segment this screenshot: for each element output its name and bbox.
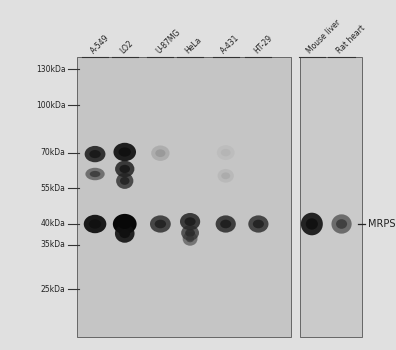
Text: A-549: A-549 [89, 33, 111, 55]
Text: 35kDa: 35kDa [40, 240, 65, 249]
Ellipse shape [301, 213, 323, 235]
Ellipse shape [217, 169, 234, 183]
Ellipse shape [89, 219, 101, 229]
Ellipse shape [181, 225, 199, 241]
Text: 70kDa: 70kDa [40, 148, 65, 157]
Bar [77, 57, 291, 337]
Ellipse shape [114, 143, 136, 161]
Ellipse shape [220, 220, 231, 228]
Ellipse shape [84, 215, 106, 233]
Ellipse shape [118, 219, 131, 229]
Text: 130kDa: 130kDa [36, 65, 65, 74]
Text: A-431: A-431 [219, 33, 242, 55]
Ellipse shape [120, 165, 130, 173]
Ellipse shape [217, 145, 234, 160]
Ellipse shape [115, 224, 135, 243]
Ellipse shape [150, 215, 171, 233]
Text: 40kDa: 40kDa [40, 219, 65, 229]
Ellipse shape [221, 173, 230, 179]
Ellipse shape [306, 218, 318, 230]
Text: MRPS27: MRPS27 [368, 219, 396, 229]
Text: Rat heart: Rat heart [335, 23, 367, 55]
Ellipse shape [118, 147, 131, 156]
Ellipse shape [85, 146, 105, 162]
Ellipse shape [180, 213, 200, 230]
Ellipse shape [185, 229, 195, 237]
Text: HT-29: HT-29 [252, 33, 274, 55]
Text: U-87MG: U-87MG [154, 27, 182, 55]
Ellipse shape [86, 168, 105, 180]
Ellipse shape [116, 173, 133, 189]
Text: 100kDa: 100kDa [36, 100, 65, 110]
Ellipse shape [331, 214, 352, 234]
Ellipse shape [336, 219, 347, 229]
Ellipse shape [113, 214, 137, 234]
Text: 55kDa: 55kDa [40, 184, 65, 193]
Bar [300, 57, 362, 337]
Text: 25kDa: 25kDa [41, 285, 65, 294]
Ellipse shape [185, 217, 196, 226]
Ellipse shape [119, 229, 130, 238]
Ellipse shape [155, 149, 166, 157]
Ellipse shape [221, 149, 230, 156]
Ellipse shape [120, 177, 129, 185]
Ellipse shape [253, 220, 264, 228]
Ellipse shape [186, 236, 194, 242]
Ellipse shape [248, 215, 268, 233]
Text: HeLa: HeLa [184, 35, 204, 55]
Ellipse shape [89, 150, 101, 158]
Ellipse shape [155, 220, 166, 228]
Ellipse shape [90, 171, 100, 177]
Ellipse shape [115, 161, 134, 177]
Text: LO2: LO2 [118, 38, 135, 55]
Ellipse shape [215, 215, 236, 233]
Ellipse shape [151, 146, 169, 161]
Text: Mouse liver: Mouse liver [305, 18, 343, 55]
Ellipse shape [183, 232, 198, 246]
